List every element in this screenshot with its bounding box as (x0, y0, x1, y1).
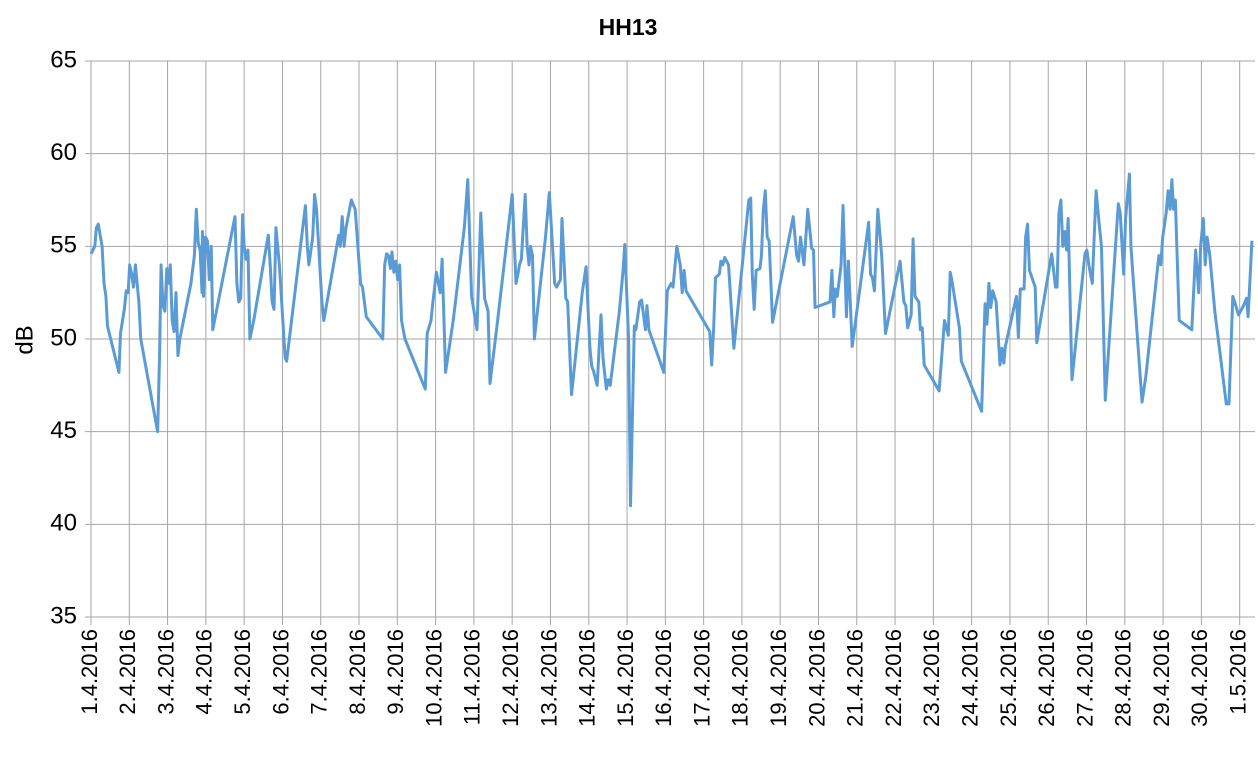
x-tick-label: 13.4.2016 (536, 629, 561, 727)
y-tick-label: 65 (50, 46, 77, 73)
x-tick-label: 8.4.2016 (345, 629, 370, 715)
x-tick-label: 21.4.2016 (843, 629, 868, 727)
x-tick-label: 24.4.2016 (957, 629, 982, 727)
chart-title: HH13 (599, 14, 658, 40)
y-tick-label: 60 (50, 139, 77, 166)
x-tick-label: 5.4.2016 (230, 629, 255, 715)
x-tick-label: 14.4.2016 (575, 629, 600, 727)
x-tick-label: 16.4.2016 (651, 629, 676, 727)
x-tick-label: 17.4.2016 (689, 629, 714, 727)
x-tick-label: 28.4.2016 (1111, 629, 1136, 727)
x-tick-label: 10.4.2016 (421, 629, 446, 727)
x-tick-label: 6.4.2016 (268, 629, 293, 715)
x-tick-label: 9.4.2016 (383, 629, 408, 715)
y-tick-label: 35 (50, 602, 77, 629)
x-tick-label: 20.4.2016 (804, 629, 829, 727)
x-tick-label: 27.4.2016 (1072, 629, 1097, 727)
x-tick-label: 15.4.2016 (613, 629, 638, 727)
y-tick-label: 40 (50, 510, 77, 537)
x-tick-label: 25.4.2016 (996, 629, 1021, 727)
x-tick-label: 18.4.2016 (728, 629, 753, 727)
x-tick-label: 19.4.2016 (766, 629, 791, 727)
x-tick-label: 11.4.2016 (460, 629, 485, 725)
x-tick-label: 30.4.2016 (1187, 629, 1212, 727)
x-tick-label: 2.4.2016 (115, 629, 140, 715)
y-tick-label: 50 (50, 324, 77, 351)
y-tick-label: 55 (50, 232, 77, 259)
x-tick-label: 4.4.2016 (192, 629, 217, 715)
x-tick-label: 3.4.2016 (153, 629, 178, 715)
y-axis-label: dB (11, 325, 38, 354)
x-tick-label: 26.4.2016 (1034, 629, 1059, 727)
data-line (89, 172, 1254, 508)
x-tick-label: 12.4.2016 (498, 629, 523, 727)
x-tick-label: 1.5.2016 (1225, 629, 1250, 715)
y-tick-label: 45 (50, 417, 77, 444)
x-tick-label: 7.4.2016 (307, 629, 332, 715)
x-tick-label: 29.4.2016 (1149, 629, 1174, 727)
x-tick-label: 22.4.2016 (881, 629, 906, 727)
x-tick-label: 1.4.2016 (77, 629, 102, 715)
x-tick-label: 23.4.2016 (919, 629, 944, 727)
